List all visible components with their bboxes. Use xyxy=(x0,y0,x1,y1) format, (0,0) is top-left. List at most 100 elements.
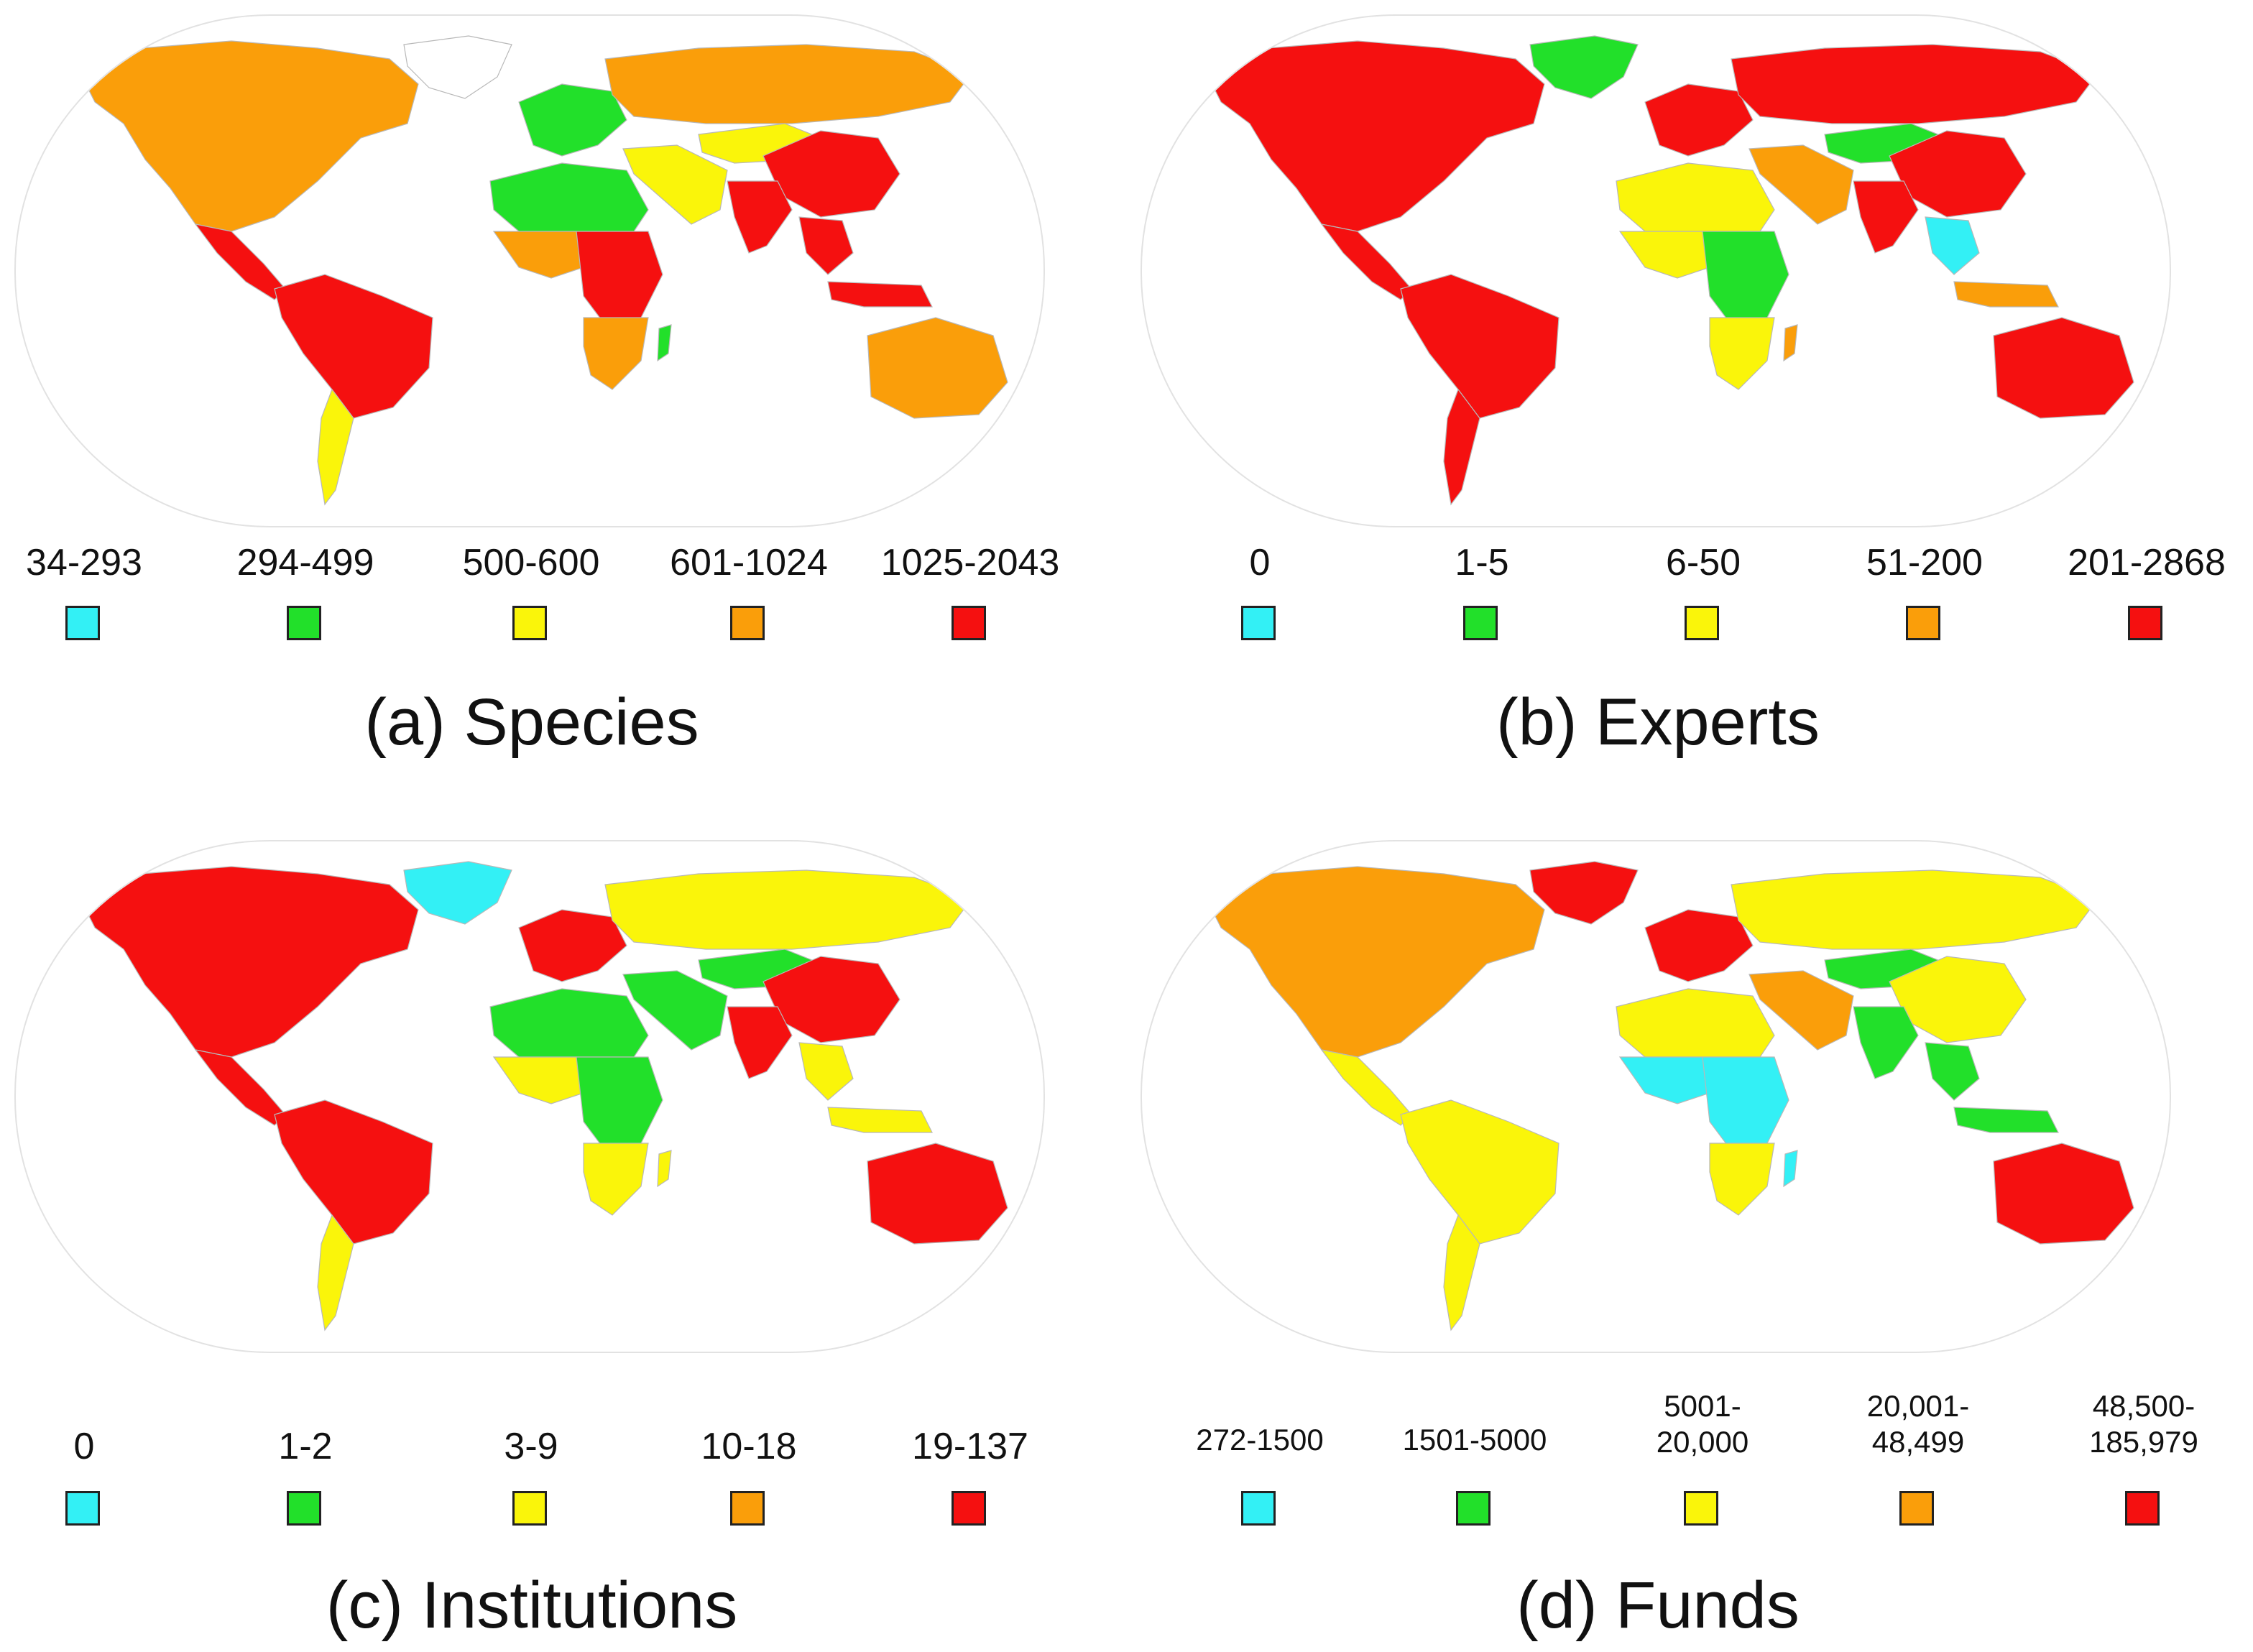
map-frame xyxy=(1141,14,2171,527)
map-frame xyxy=(14,840,1045,1353)
panel-experts: 0 1-5 6-50 51-200 201-2868 (b) Experts xyxy=(1126,0,2252,826)
legend-item-5: 1025-2043 xyxy=(877,543,1064,650)
legend-label: 34-293 xyxy=(26,542,142,583)
region-central-america xyxy=(194,1049,286,1126)
legend-swatch xyxy=(512,606,547,640)
legend-swatch xyxy=(287,606,321,640)
region-india xyxy=(727,180,793,254)
legend-label: 0 xyxy=(73,1426,95,1467)
region-north-america xyxy=(1210,866,1545,1058)
legend-label: 1-2 xyxy=(278,1426,333,1467)
region-west-africa xyxy=(1618,1056,1710,1104)
region-russia xyxy=(1731,44,2098,124)
legend-item-2: 1501-5000 xyxy=(1381,1423,1568,1531)
legend-swatch xyxy=(2125,1491,2160,1526)
legend-swatch xyxy=(952,1491,986,1526)
region-central-africa xyxy=(1702,231,1789,326)
region-south-america xyxy=(1400,1099,1559,1245)
region-russia xyxy=(1731,869,2098,950)
legend-item-4: 20,001- 48,499 xyxy=(1825,1388,2012,1526)
region-southeast-asia xyxy=(798,1042,854,1101)
legend-swatch xyxy=(730,606,765,640)
legend-label: 0 xyxy=(1249,542,1271,583)
legend-item-5: 48,500- 185,979 xyxy=(2050,1388,2237,1526)
region-middle-east xyxy=(1749,970,1854,1051)
region-north-america xyxy=(83,866,419,1058)
legend-swatch xyxy=(1685,606,1719,640)
legend-item-3: 6-50 xyxy=(1610,543,1797,650)
legend-label: 1-5 xyxy=(1455,542,1509,583)
legend-item-4: 10-18 xyxy=(655,1426,842,1534)
region-madagascar xyxy=(657,1150,672,1188)
region-north-africa xyxy=(489,988,649,1058)
region-south-america xyxy=(1400,274,1559,419)
region-madagascar xyxy=(1783,324,1798,362)
panel-title: (c) Institutions xyxy=(326,1569,738,1642)
world-map-experts xyxy=(1210,35,2152,506)
region-australia xyxy=(1993,317,2134,419)
region-greenland xyxy=(403,861,512,925)
region-southern-africa xyxy=(583,1143,649,1216)
legend-swatch xyxy=(1241,1491,1276,1526)
legend-swatch xyxy=(512,1491,547,1526)
region-indonesia xyxy=(1953,1107,2059,1133)
region-central-africa xyxy=(576,1056,663,1151)
legend-label: 294-499 xyxy=(236,542,374,583)
region-europe xyxy=(1644,83,1754,157)
legend-item-3: 5001- 20,000 xyxy=(1609,1388,1796,1526)
region-southeast-asia xyxy=(1925,1042,1980,1101)
legend-swatch xyxy=(1241,606,1276,640)
legend-item-4: 601-1024 xyxy=(655,543,842,650)
region-india xyxy=(1853,1006,1919,1079)
legend-item-1: 0 xyxy=(0,1426,178,1534)
region-europe xyxy=(1644,909,1754,982)
region-middle-east xyxy=(1749,144,1854,225)
legend-swatch xyxy=(952,606,986,640)
legend-label: 20,001- 48,499 xyxy=(1866,1389,1970,1459)
region-south-america-south xyxy=(317,1214,354,1332)
legend-label: 10-18 xyxy=(701,1426,797,1467)
region-china xyxy=(762,130,900,218)
legend-label: 48,500- 185,979 xyxy=(2089,1389,2198,1459)
region-indonesia xyxy=(827,281,933,308)
region-central-africa xyxy=(1702,1056,1789,1151)
region-greenland xyxy=(1529,861,1639,925)
region-southern-africa xyxy=(583,317,649,390)
panel-species: 34-293 294-499 500-600 601-1024 1025-204… xyxy=(0,0,1126,826)
legend-item-3: 500-600 xyxy=(438,543,625,650)
region-india xyxy=(1853,180,1919,254)
region-south-america-south xyxy=(1443,388,1480,506)
legend-swatch xyxy=(730,1491,765,1526)
legend-label: 601-1024 xyxy=(670,542,828,583)
legend-swatch xyxy=(1456,1491,1491,1526)
legend-label: 272-1500 xyxy=(1196,1423,1324,1457)
panel-institutions: 0 1-2 3-9 10-18 19-137 (c) Institutions xyxy=(0,826,1126,1651)
region-china xyxy=(1889,956,2027,1043)
map-frame xyxy=(14,14,1045,527)
region-north-africa xyxy=(1616,162,1775,232)
legend-swatch xyxy=(65,1491,100,1526)
panel-title: (a) Species xyxy=(364,686,699,759)
region-south-america-south xyxy=(1443,1214,1480,1332)
region-south-america-south xyxy=(317,388,354,506)
region-australia xyxy=(867,1143,1008,1245)
region-southern-africa xyxy=(1709,317,1775,390)
map-frame xyxy=(1141,840,2171,1353)
legend-label: 1501-5000 xyxy=(1402,1423,1547,1457)
region-europe xyxy=(518,909,627,982)
legend-swatch xyxy=(1684,1491,1718,1526)
legend-label: 3-9 xyxy=(504,1426,558,1467)
legend-label: 5001- 20,000 xyxy=(1656,1389,1749,1459)
region-madagascar xyxy=(657,324,672,362)
legend-swatch xyxy=(2128,606,2162,640)
region-china xyxy=(762,956,900,1043)
legend-item-2: 1-5 xyxy=(1388,543,1575,650)
region-india xyxy=(727,1006,793,1079)
region-north-america xyxy=(1210,40,1545,232)
region-southeast-asia xyxy=(798,216,854,275)
region-madagascar xyxy=(1783,1150,1798,1188)
legend-item-1: 272-1500 xyxy=(1166,1423,1353,1531)
legend-label: 51-200 xyxy=(1866,542,1983,583)
world-map-institutions xyxy=(83,861,1026,1332)
region-central-america xyxy=(1320,223,1412,300)
